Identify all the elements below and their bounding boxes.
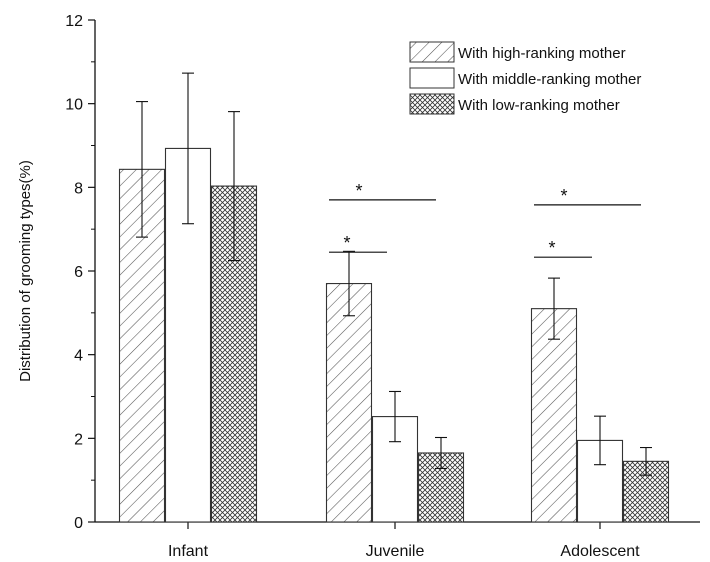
- legend-label-0: With high-ranking mother: [458, 45, 626, 62]
- bar-0-2: [530, 308, 578, 523]
- bars: [118, 147, 670, 523]
- significance-star: *: [343, 233, 350, 253]
- significance-star: *: [355, 181, 362, 201]
- bar-0-1: [325, 282, 373, 523]
- y-tick-label: 12: [65, 13, 83, 30]
- x-tick-label: Adolescent: [560, 543, 640, 560]
- significance-star: *: [548, 238, 555, 258]
- y-tick-label: 6: [74, 264, 83, 281]
- legend: With high-ranking mother With middle-rank…: [409, 41, 641, 115]
- y-tick-label: 0: [74, 515, 83, 532]
- x-tick-label: Infant: [168, 543, 209, 560]
- legend-label-1: With middle-ranking mother: [458, 71, 641, 88]
- y-tick-label: 10: [65, 97, 83, 114]
- significance-star: *: [560, 186, 567, 206]
- legend-swatch-1: [409, 67, 455, 89]
- y-tick-label: 2: [74, 431, 83, 448]
- y-axis-title: Distribution of grooming types(%): [17, 160, 34, 382]
- y-tick-label: 8: [74, 180, 83, 197]
- legend-label-2: With low-ranking mother: [458, 97, 620, 114]
- legend-swatch-0: [409, 41, 455, 63]
- y-tick-label: 4: [74, 348, 83, 365]
- error-bars: [136, 72, 652, 476]
- legend-swatch-2: [409, 93, 455, 115]
- significance-markers: * * * *: [329, 181, 641, 258]
- x-tick-label: Juvenile: [366, 543, 425, 560]
